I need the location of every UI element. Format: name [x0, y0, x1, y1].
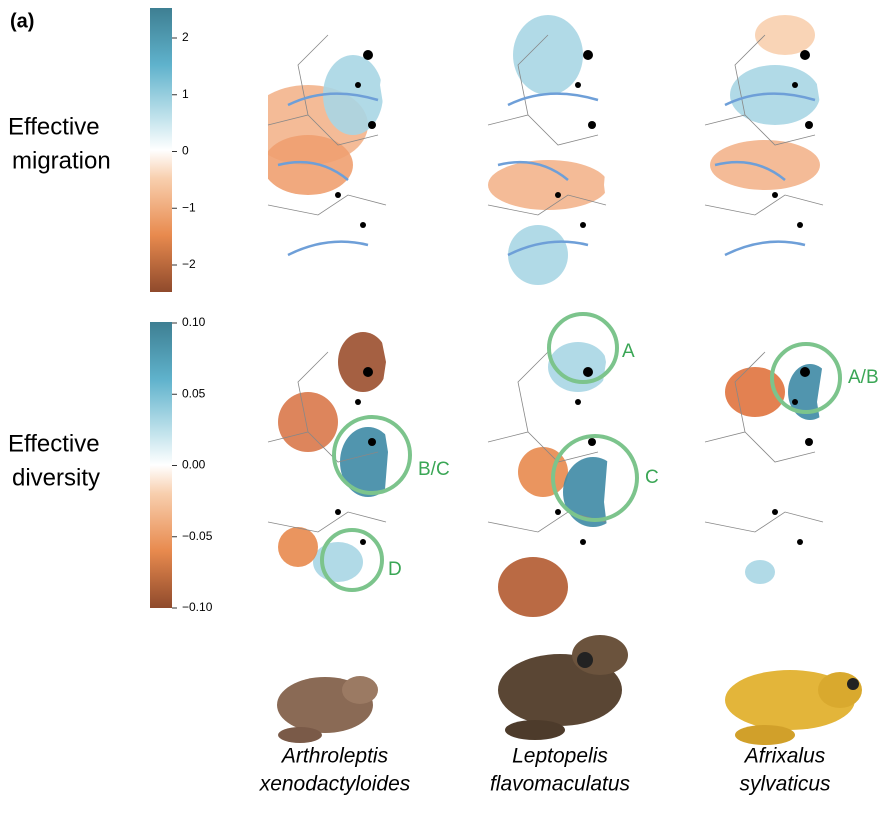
colorbar-tick-label: 2 [182, 30, 189, 44]
frog-image [277, 676, 378, 743]
figure: (a) Effective migration Effective divers… [0, 0, 890, 825]
sample-site [355, 399, 361, 405]
map [705, 5, 827, 305]
colorbar-tick-label: 1 [182, 87, 189, 101]
colorbar-tick-label: −0.05 [182, 529, 213, 543]
panel-label: (a) [10, 10, 34, 32]
species-name: Arthroleptis [280, 745, 389, 768]
sample-site [792, 82, 798, 88]
sample-site [772, 509, 778, 515]
map-surface-blob [278, 527, 318, 567]
colorbar-tick-label: 0.10 [182, 315, 206, 329]
sample-site [800, 367, 810, 377]
colorbar [150, 8, 172, 292]
maps [248, 5, 832, 622]
colorbar-tick-label: 0.05 [182, 386, 206, 400]
sample-site [360, 539, 366, 545]
sample-site [588, 121, 596, 129]
sample-site [368, 121, 376, 129]
sample-site [580, 539, 586, 545]
species-name: flavomaculatus [490, 773, 631, 796]
colorbar-tick-label: −2 [182, 257, 196, 271]
sample-site [335, 509, 341, 515]
sample-site [772, 192, 778, 198]
species-name: Leptopelis [512, 745, 608, 768]
circle-label: B/C [418, 459, 450, 480]
row-label: migration [12, 147, 111, 174]
frog-image [725, 670, 862, 745]
sample-site [797, 222, 803, 228]
sample-site [555, 509, 561, 515]
row-label: Effective [8, 430, 100, 457]
map-surface-blob [755, 15, 815, 55]
sample-site [368, 438, 376, 446]
map-surface-blob [730, 65, 820, 125]
species-name: Afrixalus [743, 745, 826, 768]
sample-site [797, 539, 803, 545]
colorbar [150, 322, 172, 608]
map-surface-blob [278, 392, 338, 452]
sample-site [335, 192, 341, 198]
sample-site [805, 438, 813, 446]
circle-label: A [622, 341, 635, 362]
circle-label: A/B [848, 367, 879, 388]
row-label: Effective [8, 113, 100, 140]
circle-label: D [388, 559, 402, 580]
colorbar-tick-label: 0 [182, 144, 189, 158]
map-surface-blob [263, 135, 353, 195]
sample-site [360, 222, 366, 228]
map-surface-blob [513, 15, 583, 95]
map-surface-blob [338, 332, 388, 392]
species-name: xenodactyloides [259, 773, 411, 796]
sample-site [583, 50, 593, 60]
sample-site [363, 367, 373, 377]
map [488, 5, 610, 305]
sample-site [575, 82, 581, 88]
frog-image [498, 635, 628, 740]
sample-site [805, 121, 813, 129]
circle-label: C [645, 467, 659, 488]
sample-site [583, 367, 593, 377]
sample-site [555, 192, 561, 198]
sample-site [580, 222, 586, 228]
map [705, 322, 832, 622]
sample-site [588, 438, 596, 446]
species-name: sylvaticus [739, 773, 831, 796]
colorbar-tick-label: −0.10 [182, 600, 213, 614]
map-surface-blob [498, 557, 568, 617]
sample-site [575, 399, 581, 405]
row-label: diversity [12, 464, 100, 491]
sample-site [363, 50, 373, 60]
map-surface-blob [508, 225, 568, 285]
sample-site [792, 399, 798, 405]
map [248, 5, 390, 305]
colorbar-tick-label: 0.00 [182, 458, 206, 472]
colorbar-tick-label: −1 [182, 200, 196, 214]
sample-site [355, 82, 361, 88]
map-surface-blob [710, 140, 820, 190]
sample-site [800, 50, 810, 60]
map-surface-blob [745, 560, 775, 584]
